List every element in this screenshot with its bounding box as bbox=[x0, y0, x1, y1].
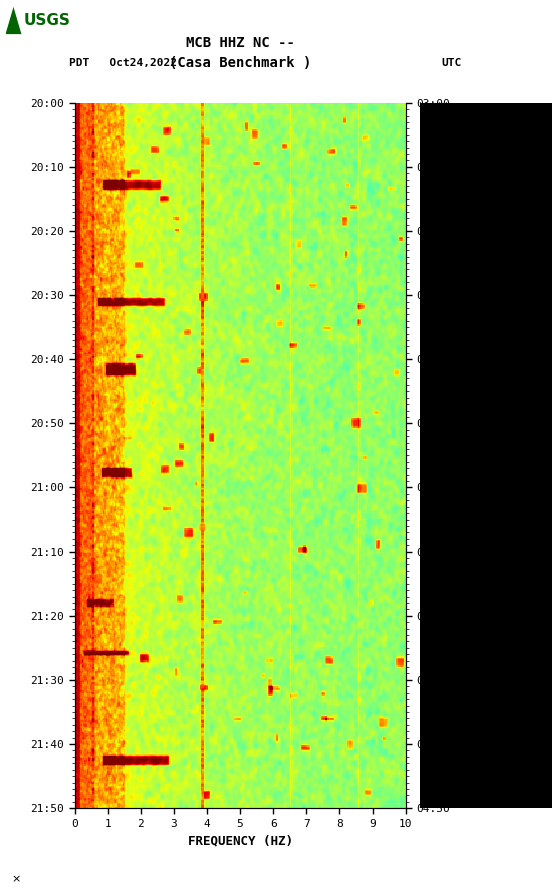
Text: PDT   Oct24,2022: PDT Oct24,2022 bbox=[69, 57, 177, 68]
Text: MCB HHZ NC --: MCB HHZ NC -- bbox=[185, 36, 295, 50]
Text: ×: × bbox=[11, 874, 20, 884]
Text: USGS: USGS bbox=[24, 13, 71, 28]
Polygon shape bbox=[6, 7, 22, 34]
X-axis label: FREQUENCY (HZ): FREQUENCY (HZ) bbox=[188, 834, 293, 847]
Text: (Casa Benchmark ): (Casa Benchmark ) bbox=[169, 55, 311, 70]
Text: UTC: UTC bbox=[442, 57, 462, 68]
